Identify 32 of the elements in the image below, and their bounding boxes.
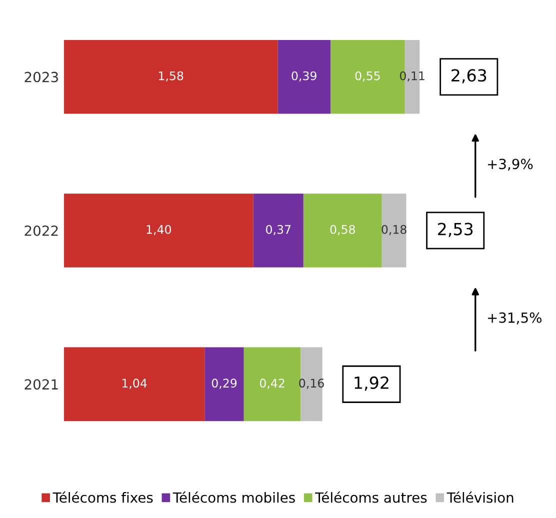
data-label: 0,37 <box>266 225 291 236</box>
data-label: 0,42 <box>260 378 284 389</box>
data-label: 1,58 <box>158 71 184 82</box>
bar <box>244 347 301 422</box>
legend-label: Télécoms mobiles <box>172 492 295 503</box>
legend-label: Télévision <box>446 492 514 503</box>
bar <box>64 347 205 422</box>
bar <box>303 194 382 268</box>
data-label: 0,18 <box>382 225 406 236</box>
text: +31,5% <box>488 312 542 324</box>
bar <box>253 194 304 268</box>
total-label: 2,53 <box>438 222 473 238</box>
total-label: 2,63 <box>452 69 486 84</box>
y-tick-label: 2023 <box>24 72 58 82</box>
text: +3,9% <box>488 158 533 171</box>
y-tick-label: 2022 <box>24 225 58 236</box>
legend-label: Télécoms fixes <box>52 492 153 503</box>
bar <box>278 40 330 114</box>
y-tick-label: 2021 <box>24 379 58 390</box>
data-label: 1,40 <box>146 225 172 236</box>
bar <box>300 347 322 422</box>
data-label: 0,39 <box>292 71 316 82</box>
bar <box>382 194 406 268</box>
bar <box>64 40 278 114</box>
data-label: 1,04 <box>122 378 147 389</box>
bar <box>64 194 254 268</box>
data-label: 0,58 <box>330 225 355 236</box>
data-label: 0,55 <box>355 71 380 82</box>
bar <box>204 347 244 422</box>
legend-label: Télécoms autres <box>315 492 427 503</box>
data-label: 0,29 <box>212 378 237 389</box>
total-label: 1,92 <box>354 376 388 391</box>
